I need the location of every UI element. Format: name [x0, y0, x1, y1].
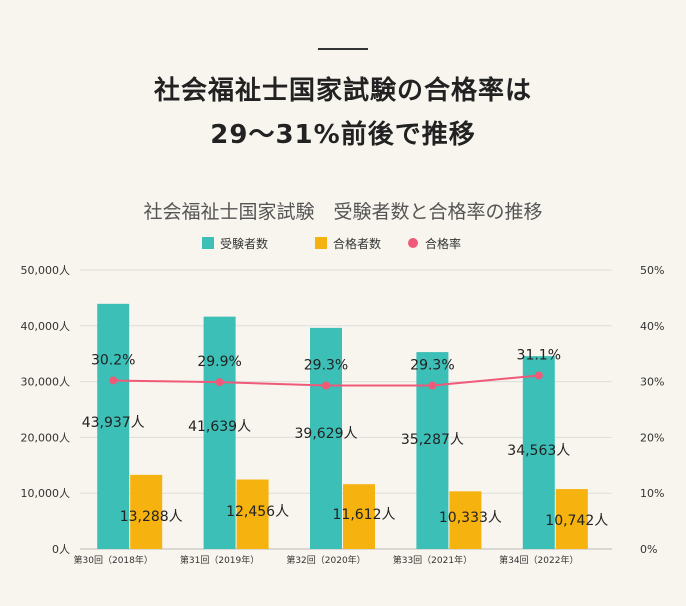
headline-line-2: 29～31%前後で推移 — [210, 120, 476, 150]
y-right-tick-label: 20% — [640, 431, 664, 444]
label-passers: 11,612人 — [333, 507, 396, 523]
rate-line — [109, 371, 543, 390]
x-tick-label: 第32回（2020年） — [286, 554, 365, 566]
x-tick-label: 第30回（2018年） — [74, 554, 153, 566]
label-rate: 29.3% — [410, 358, 454, 374]
y-right-tick-label: 10% — [640, 487, 664, 500]
y-left-tick-label: 50,000人 — [21, 264, 71, 277]
label-passers: 12,456人 — [226, 504, 289, 520]
bar-examinees — [310, 327, 342, 549]
y-right-tick-label: 30% — [640, 376, 664, 389]
label-examinees: 41,639人 — [188, 419, 251, 435]
y-left-tick-label: 20,000人 — [21, 431, 71, 444]
y-left-tick-label: 30,000人 — [21, 376, 71, 389]
label-rate: 29.3% — [304, 358, 348, 374]
x-axis: 第30回（2018年） 第31回（2019年） 第32回（2020年） 第33回（20… — [74, 554, 579, 566]
rate-point — [215, 378, 224, 387]
label-rate: 31.1% — [517, 347, 561, 363]
x-tick-label: 第33回（2021年） — [393, 554, 472, 566]
legend-swatch — [202, 237, 214, 249]
legend-label: 合格率 — [425, 236, 461, 251]
x-tick-label: 第34回（2022年） — [499, 554, 578, 566]
label-rate: 29.9% — [197, 354, 241, 370]
y-left-tick-label: 10,000人 — [21, 487, 71, 500]
rate-point — [322, 381, 330, 390]
y-left-tick-label: 40,000人 — [21, 320, 71, 333]
bar-passers — [343, 484, 375, 549]
label-rate: 30.2% — [91, 352, 135, 368]
legend-label: 受験者数 — [220, 236, 268, 251]
label-examinees: 39,629人 — [295, 426, 358, 442]
rate-point — [428, 381, 437, 390]
bar-examinees — [97, 303, 130, 549]
y-right-tick-label: 40% — [640, 320, 664, 333]
label-passers: 13,288人 — [120, 509, 183, 525]
title-rule — [318, 48, 368, 50]
bar-passers — [236, 479, 269, 549]
y-right-tick-label: 0% — [640, 543, 657, 556]
bar-passers — [130, 474, 163, 549]
label-examinees: 34,563人 — [507, 443, 570, 459]
y-axis-left: 0人 10,000人 20,000人 30,000人 40,000人 50,000人 — [21, 264, 71, 556]
label-examinees: 43,937人 — [82, 415, 145, 431]
bar-examinees — [203, 316, 236, 549]
label-passers: 10,742人 — [545, 513, 608, 529]
legend-marker-rate — [408, 238, 418, 248]
legend-swatch — [315, 237, 327, 249]
y-axis-right: 0% 10% 20% 30% 40% 50% — [640, 264, 664, 556]
label-passers: 10,333人 — [439, 510, 502, 526]
y-left-tick-label: 0人 — [52, 543, 70, 556]
label-examinees: 35,287人 — [401, 432, 464, 448]
bar-passers — [555, 489, 588, 549]
legend-label: 合格者数 — [333, 236, 381, 251]
legend: 受験者数 合格者数 合格率 — [202, 236, 461, 251]
chart-title: 社会福祉士国家試験 受験者数と合格率の推移 — [143, 201, 542, 223]
rate-point — [534, 371, 543, 380]
bar-examinees — [522, 356, 555, 549]
x-tick-label: 第31回（2019年） — [180, 554, 259, 566]
data-labels: 43,937人 13,288人 41,639人 12,456人 39,629人 11,61… — [82, 347, 609, 529]
headline-line-1: 社会福祉士国家試験の合格率は — [153, 76, 532, 106]
rate-point — [109, 376, 118, 385]
bar-passers — [449, 491, 482, 549]
y-right-tick-label: 50% — [640, 264, 664, 277]
